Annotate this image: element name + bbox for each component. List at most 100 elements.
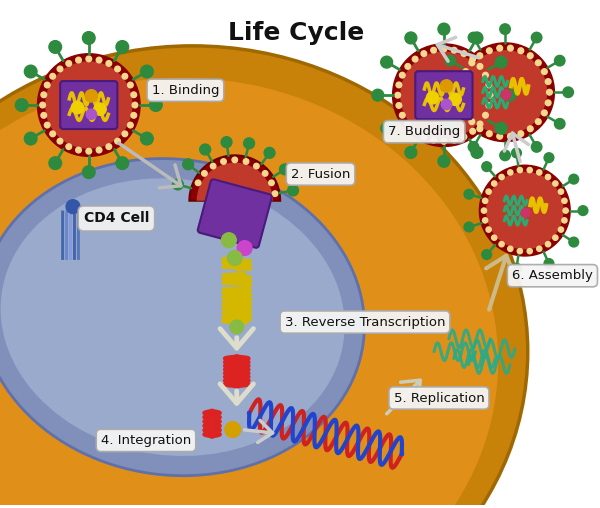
Circle shape <box>412 129 418 134</box>
Circle shape <box>76 147 82 153</box>
Circle shape <box>468 33 479 43</box>
Circle shape <box>116 157 128 170</box>
Circle shape <box>562 198 567 204</box>
Circle shape <box>41 92 47 98</box>
Circle shape <box>471 146 483 158</box>
Circle shape <box>172 179 184 190</box>
Circle shape <box>508 134 513 139</box>
Circle shape <box>499 242 504 247</box>
Circle shape <box>421 51 427 56</box>
Circle shape <box>50 74 56 79</box>
Circle shape <box>469 60 475 66</box>
Circle shape <box>280 164 290 175</box>
Circle shape <box>495 56 507 68</box>
Circle shape <box>486 103 492 108</box>
Circle shape <box>221 158 226 164</box>
Circle shape <box>115 138 121 144</box>
Circle shape <box>527 248 532 254</box>
Circle shape <box>486 227 491 232</box>
Circle shape <box>477 53 483 58</box>
Circle shape <box>272 191 278 197</box>
Circle shape <box>477 126 483 132</box>
Circle shape <box>487 173 563 249</box>
Circle shape <box>381 56 392 68</box>
Circle shape <box>196 180 201 185</box>
Circle shape <box>464 222 474 232</box>
Circle shape <box>495 122 507 134</box>
Circle shape <box>244 138 254 149</box>
Circle shape <box>40 102 46 108</box>
Circle shape <box>508 170 513 175</box>
Circle shape <box>545 100 551 106</box>
Circle shape <box>85 89 97 102</box>
Circle shape <box>427 91 439 104</box>
Circle shape <box>405 121 410 127</box>
Circle shape <box>211 164 216 169</box>
Text: 1. Binding: 1. Binding <box>152 84 219 97</box>
Circle shape <box>449 93 461 106</box>
Circle shape <box>532 142 542 152</box>
Circle shape <box>106 144 112 149</box>
Circle shape <box>49 157 62 170</box>
Text: 6. Assembly: 6. Assembly <box>512 269 593 282</box>
Circle shape <box>544 153 554 163</box>
Ellipse shape <box>0 78 498 508</box>
Ellipse shape <box>1 178 344 456</box>
Circle shape <box>464 189 474 199</box>
Circle shape <box>500 150 511 161</box>
Circle shape <box>451 47 457 53</box>
Circle shape <box>441 139 447 144</box>
Circle shape <box>41 112 47 118</box>
Circle shape <box>517 248 523 254</box>
Circle shape <box>262 171 268 176</box>
Circle shape <box>559 227 563 232</box>
Circle shape <box>71 102 83 114</box>
Circle shape <box>542 110 547 116</box>
FancyBboxPatch shape <box>415 71 473 119</box>
Circle shape <box>225 422 241 437</box>
Circle shape <box>76 57 82 63</box>
Circle shape <box>535 119 541 124</box>
Circle shape <box>16 99 28 111</box>
Circle shape <box>471 32 483 44</box>
Circle shape <box>381 122 392 134</box>
Ellipse shape <box>0 46 528 508</box>
Circle shape <box>512 148 521 158</box>
Text: CD4 Cell: CD4 Cell <box>84 211 149 226</box>
Circle shape <box>254 164 259 169</box>
Circle shape <box>392 44 495 146</box>
Circle shape <box>44 82 50 88</box>
Circle shape <box>547 89 553 95</box>
Circle shape <box>140 132 153 145</box>
Circle shape <box>396 103 402 108</box>
Circle shape <box>372 89 384 101</box>
Text: 2. Fusion: 2. Fusion <box>291 168 350 181</box>
Circle shape <box>400 112 405 118</box>
Circle shape <box>461 134 467 140</box>
Circle shape <box>115 66 121 72</box>
Circle shape <box>243 158 249 164</box>
Circle shape <box>421 134 427 140</box>
Circle shape <box>482 162 491 172</box>
Circle shape <box>477 121 483 127</box>
Circle shape <box>482 198 488 204</box>
FancyBboxPatch shape <box>65 211 68 260</box>
Circle shape <box>227 250 242 265</box>
Circle shape <box>504 89 516 101</box>
Circle shape <box>487 48 492 53</box>
Circle shape <box>563 208 568 213</box>
Wedge shape <box>190 155 280 201</box>
Circle shape <box>200 144 211 155</box>
Circle shape <box>470 56 476 62</box>
Circle shape <box>487 92 493 98</box>
Circle shape <box>287 185 298 196</box>
Circle shape <box>412 56 418 62</box>
Text: 5. Replication: 5. Replication <box>394 392 484 404</box>
Circle shape <box>25 132 37 145</box>
Circle shape <box>463 110 469 116</box>
Text: 7. Budding: 7. Budding <box>388 125 460 138</box>
Circle shape <box>486 189 491 194</box>
Circle shape <box>468 142 479 152</box>
Circle shape <box>437 87 447 98</box>
Circle shape <box>482 250 491 260</box>
